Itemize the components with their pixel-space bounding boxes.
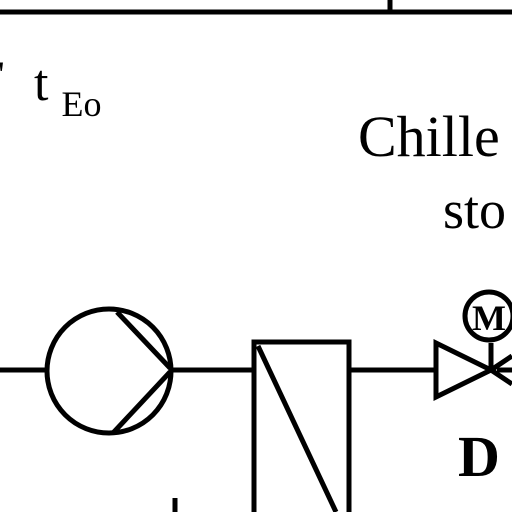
top-frame [0, 0, 512, 15]
pump-arrow-upper [115, 310, 172, 370]
heat-exchanger-icon [251, 339, 352, 512]
pump-icon [44, 306, 174, 436]
motor-valve-icon [433, 289, 512, 402]
chiller-label: Chille [358, 104, 500, 169]
partial-mark: ' [0, 54, 5, 94]
temperature-label: t Eo [34, 55, 101, 124]
pump-circle [44, 306, 174, 436]
storage-label: sto [443, 180, 506, 240]
temperature-label-main: t [34, 55, 49, 112]
pump-arrow-lower [111, 370, 172, 435]
heat-exchanger-box [251, 339, 352, 512]
valve-motor-label: M [472, 298, 506, 338]
d-label: D [458, 424, 500, 489]
valve-motor-circle [462, 289, 512, 343]
temperature-label-subscript: Eo [61, 84, 101, 124]
valve-triangle-left [433, 338, 497, 402]
heat-exchanger-diagonal [255, 344, 339, 512]
